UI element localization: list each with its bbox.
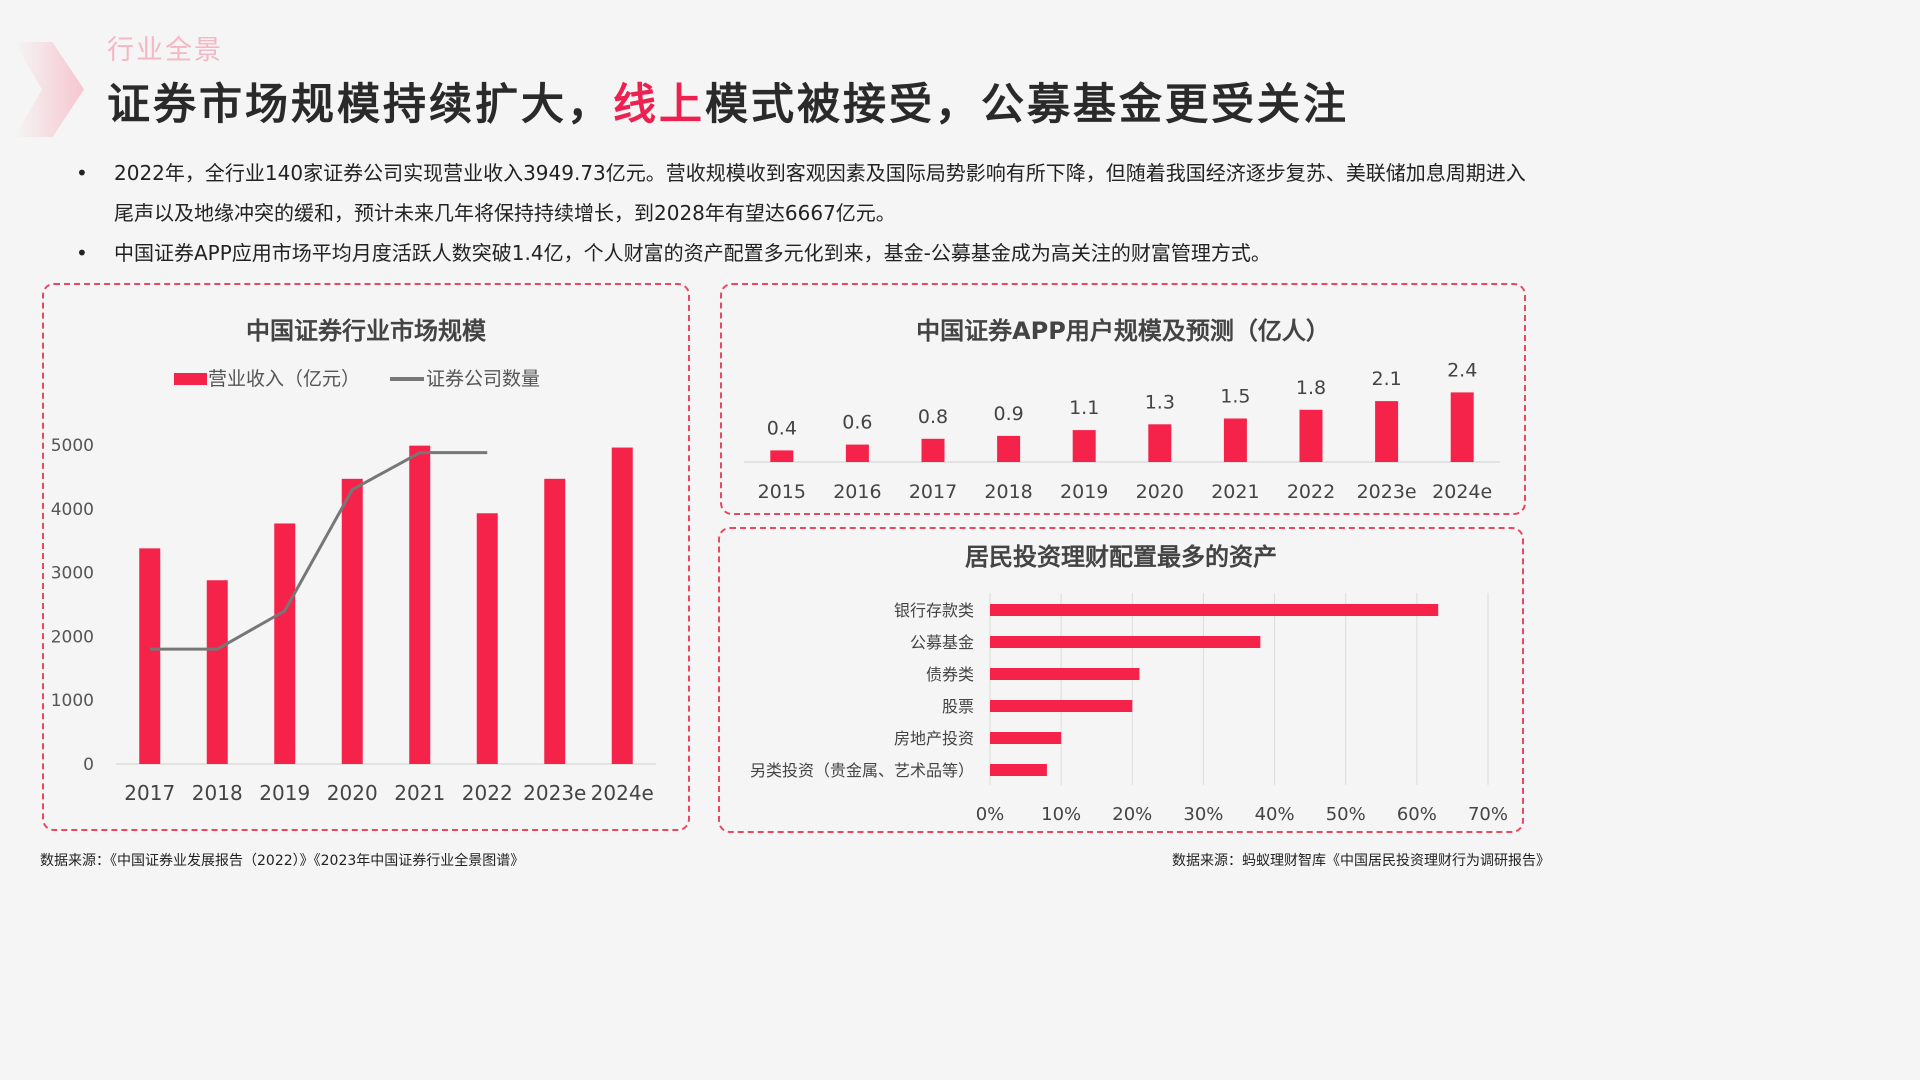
title-part-1: 证券市场规模持续扩大， bbox=[107, 80, 613, 130]
allocation-bar bbox=[990, 764, 1047, 776]
y-tick-label: 4000 bbox=[51, 500, 94, 520]
app-users-panel: 中国证券APP用户规模及预测（亿人） 0.4 2015 0.6 2016 0.8 2017… bbox=[720, 283, 1526, 515]
x-tick-label: 50% bbox=[1326, 804, 1366, 825]
revenue-bar bbox=[274, 523, 296, 764]
category-label: 另类投资（贵金属、艺术品等） bbox=[750, 761, 974, 780]
y-tick-label: 5000 bbox=[51, 436, 94, 456]
x-tick-label: 10% bbox=[1041, 804, 1081, 825]
x-tick-label: 2023e bbox=[1357, 481, 1417, 503]
category-label: 债券类 bbox=[926, 665, 974, 684]
x-tick-label: 2023e bbox=[523, 781, 586, 805]
allocation-bar bbox=[990, 732, 1062, 744]
market-size-chart: 营业收入（亿元） 证券公司数量 0 1000 2000 3000 4000 5000 2017 2… bbox=[51, 368, 656, 805]
legend-label-revenue: 营业收入（亿元） bbox=[208, 368, 360, 390]
companies-line bbox=[149, 451, 488, 651]
data-label: 2.4 bbox=[1447, 359, 1477, 381]
y-tick-label: 3000 bbox=[51, 564, 94, 584]
title-highlight: 线上 bbox=[613, 80, 705, 130]
user-bar bbox=[1223, 418, 1247, 462]
bullet-list: 2022年，全行业140家证券公司实现营业收入3949.73亿元。营收规模收到客… bbox=[72, 153, 1542, 273]
user-bar bbox=[1375, 401, 1399, 462]
x-tick-label: 2019 bbox=[1060, 481, 1108, 503]
allocation-bar bbox=[990, 668, 1140, 680]
revenue-bar bbox=[341, 478, 363, 764]
user-bar bbox=[845, 444, 869, 462]
x-tick-label: 60% bbox=[1397, 804, 1437, 825]
source-note-right: 数据来源：蚂蚁理财智库《中国居民投资理财行为调研报告》 bbox=[1172, 853, 1550, 869]
data-label: 2.1 bbox=[1371, 368, 1401, 390]
revenue-bar bbox=[206, 580, 228, 764]
chart-title: 中国证券行业市场规模 bbox=[246, 317, 486, 345]
data-label: 0.4 bbox=[767, 417, 797, 439]
x-tick-label: 2018 bbox=[192, 781, 243, 805]
x-tick-label: 2016 bbox=[833, 481, 881, 503]
category-label: 股票 bbox=[942, 697, 974, 716]
source-note-left: 数据来源：《中国证券业发展报告（2022）》《2023年中国证券行业全景图谱》 bbox=[40, 853, 525, 869]
x-tick-label: 2018 bbox=[984, 481, 1032, 503]
data-label: 0.6 bbox=[842, 412, 872, 434]
x-tick-label: 2015 bbox=[758, 481, 806, 503]
category-label: 银行存款类 bbox=[894, 601, 974, 620]
data-label: 1.3 bbox=[1145, 391, 1175, 413]
user-bar bbox=[921, 438, 945, 462]
bullet-item: 中国证券APP应用市场平均月度活跃人数突破1.4亿，个人财富的资产配置多元化到来… bbox=[72, 233, 1542, 273]
asset-allocation-chart: 0% 10% 20% 30% 40% 50% 60% 70% 银行存款类公募基金债券类股票房地产… bbox=[750, 593, 1508, 825]
x-tick-label: 0% bbox=[976, 804, 1005, 825]
user-bar bbox=[1450, 392, 1474, 462]
x-tick-label: 2024e bbox=[1432, 481, 1492, 503]
x-tick-label: 2022 bbox=[462, 781, 513, 805]
legend-label-companies: 证券公司数量 bbox=[426, 368, 540, 390]
decorative-arrow bbox=[14, 42, 84, 137]
y-tick-label: 1000 bbox=[51, 691, 94, 711]
x-tick-label: 2021 bbox=[394, 781, 445, 805]
x-tick-label: 2020 bbox=[327, 781, 378, 805]
x-tick-label: 2022 bbox=[1287, 481, 1335, 503]
user-bar bbox=[1299, 409, 1323, 462]
x-tick-label: 2021 bbox=[1211, 481, 1259, 503]
data-label: 0.9 bbox=[993, 403, 1023, 425]
category-label: 房地产投资 bbox=[894, 729, 974, 748]
x-tick-label: 30% bbox=[1183, 804, 1223, 825]
x-tick-label: 2020 bbox=[1136, 481, 1184, 503]
chart-title: 中国证券APP用户规模及预测（亿人） bbox=[916, 317, 1330, 345]
revenue-bar bbox=[409, 445, 431, 764]
data-label: 1.5 bbox=[1220, 386, 1250, 408]
app-users-chart: 0.4 2015 0.6 2016 0.8 2017 0.9 2018 1.1 2019 1.3 20… bbox=[744, 359, 1500, 503]
revenue-bar bbox=[139, 548, 161, 764]
legend-swatch-revenue bbox=[174, 373, 207, 385]
chart-title: 居民投资理财配置最多的资产 bbox=[965, 543, 1277, 571]
revenue-bar bbox=[476, 513, 498, 764]
allocation-bar bbox=[990, 604, 1439, 616]
data-label: 0.8 bbox=[918, 406, 948, 428]
user-bar bbox=[770, 450, 794, 462]
x-tick-label: 2019 bbox=[259, 781, 310, 805]
asset-allocation-panel: 居民投资理财配置最多的资产 0% 10% 20% 30% 40% 50% 60% 70% 银行存… bbox=[718, 527, 1524, 833]
x-tick-label: 20% bbox=[1112, 804, 1152, 825]
x-tick-label: 70% bbox=[1468, 804, 1508, 825]
section-tag: 行业全景 bbox=[107, 35, 223, 66]
page-title: 证券市场规模持续扩大，线上模式被接受，公募基金更受关注 bbox=[107, 70, 1349, 132]
y-tick-label: 2000 bbox=[51, 627, 94, 647]
category-label: 公募基金 bbox=[910, 633, 974, 652]
x-tick-label: 2024e bbox=[591, 781, 654, 805]
y-tick-label: 0 bbox=[83, 755, 94, 775]
user-bar bbox=[997, 435, 1021, 462]
x-tick-label: 2017 bbox=[124, 781, 175, 805]
user-bar bbox=[1148, 424, 1172, 462]
market-size-panel: 中国证券行业市场规模 营业收入（亿元） 证券公司数量 0 1000 2000 3000 40… bbox=[42, 283, 690, 831]
user-bar bbox=[1072, 430, 1096, 462]
data-label: 1.1 bbox=[1069, 397, 1099, 419]
x-tick-label: 40% bbox=[1255, 804, 1295, 825]
revenue-bar bbox=[611, 447, 633, 764]
allocation-bar bbox=[990, 700, 1133, 712]
bullet-item: 2022年，全行业140家证券公司实现营业收入3949.73亿元。营收规模收到客… bbox=[72, 153, 1542, 233]
revenue-bar bbox=[544, 478, 566, 764]
x-tick-label: 2017 bbox=[909, 481, 957, 503]
data-label: 1.8 bbox=[1296, 377, 1326, 399]
title-part-2: 模式被接受，公募基金更受关注 bbox=[705, 80, 1349, 130]
allocation-bar bbox=[990, 636, 1261, 648]
